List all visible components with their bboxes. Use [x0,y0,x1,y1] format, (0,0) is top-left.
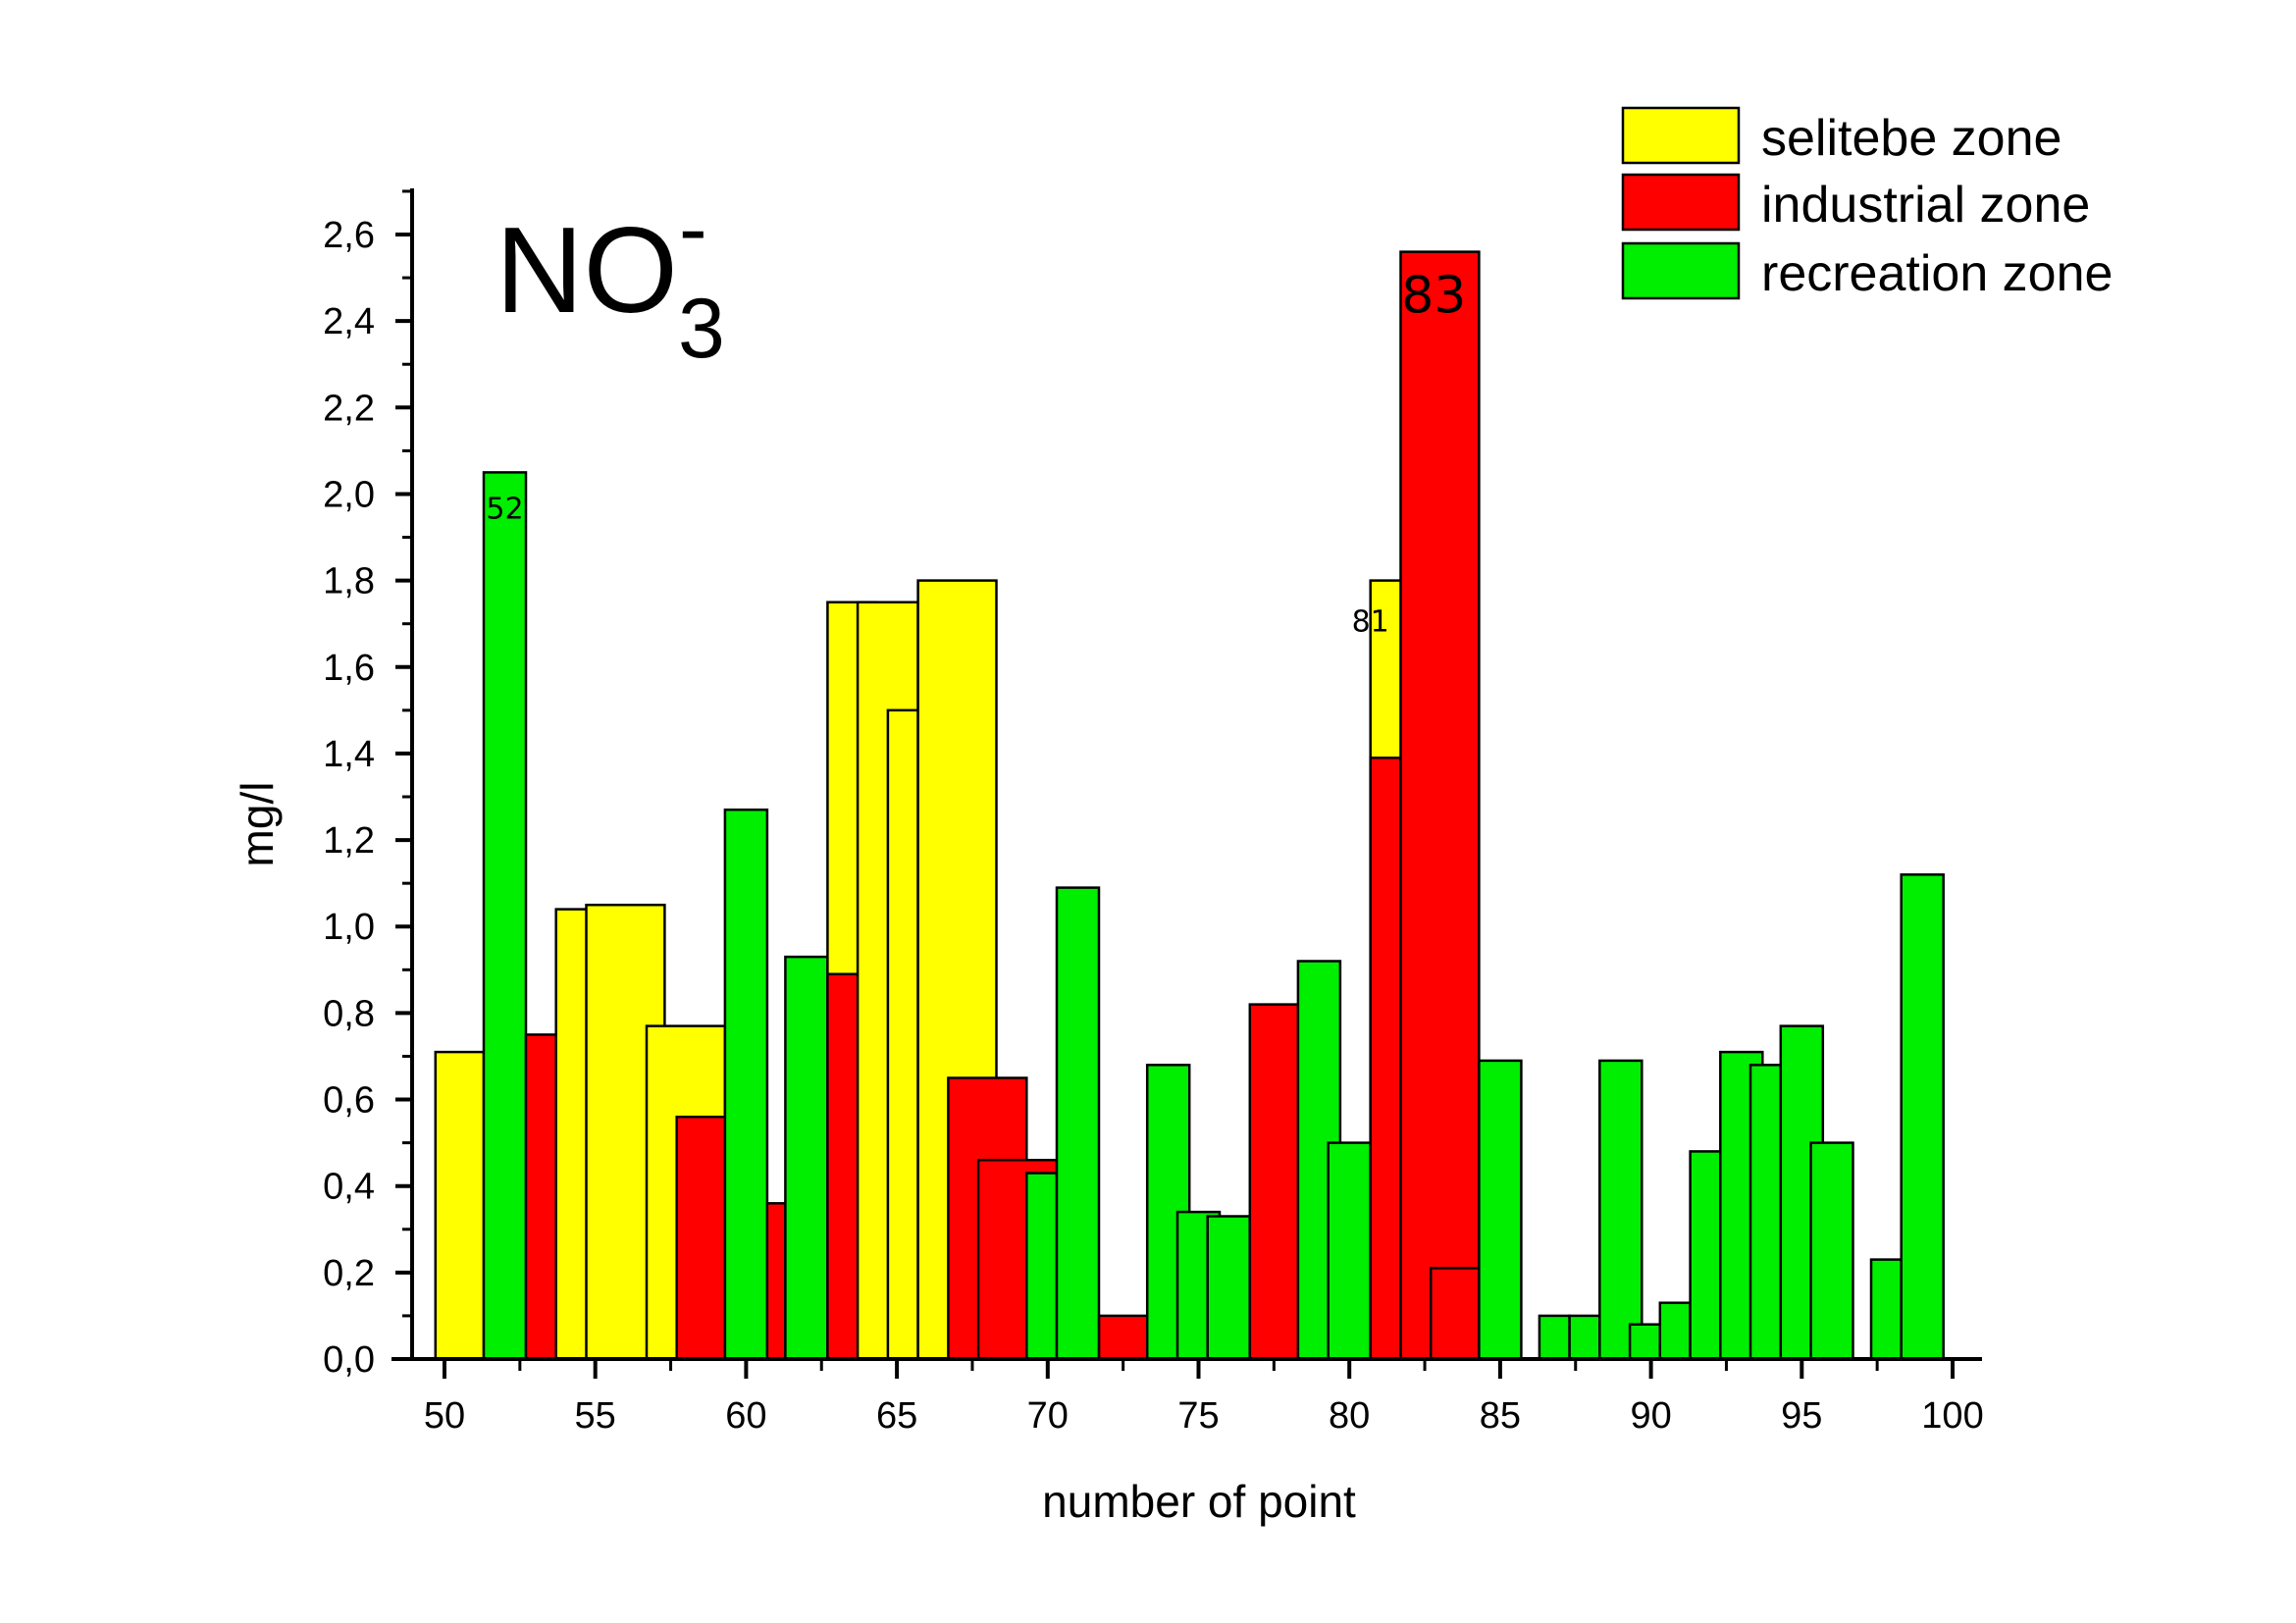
bar-recreation-12 [1568,1314,1601,1361]
chart-title: NO3- [496,182,725,376]
legend-swatch-recreation [1621,241,1741,300]
y-tick-label: 2,2 [323,388,375,429]
bar-selitebe-0 [434,1050,486,1361]
legend-swatch-selitebe [1621,106,1741,165]
legend: selitebe zone industrial zone recreation z… [1621,106,2113,302]
y-tick-label: 1,2 [323,820,375,862]
x-tick-label: 60 [725,1395,766,1437]
bar-industrial-6 [1097,1314,1149,1361]
bar-recreation-7 [1206,1215,1251,1361]
bar-recreation-22 [1900,873,1945,1361]
bar-annotations: 52 81 83 [486,267,1466,640]
bar-annotation-1: 81 [1352,604,1389,639]
bar-recreation-2 [784,955,829,1361]
y-tick-label: 0,4 [323,1167,375,1208]
y-tick-label: 2,6 [323,215,375,256]
x-tick-label: 95 [1781,1395,1822,1437]
y-tick-label: 1,6 [323,648,375,689]
bar-recreation-15 [1658,1301,1692,1361]
bar-recreation-11 [1538,1314,1571,1361]
bars-layer [434,250,1945,1361]
y-tick-label: 0,6 [323,1080,375,1122]
y-axis-title: mg/l [232,782,283,867]
bar-recreation-18 [1748,1064,1782,1361]
axes [391,188,1982,1361]
x-tick-label: 100 [1921,1395,1983,1437]
y-tick-label: 0,0 [323,1339,375,1381]
bar-industrial-10 [1429,1267,1481,1361]
legend-label-industrial: industrial zone [1761,177,2090,234]
chart-title-text: NO [496,203,678,339]
bar-recreation-9 [1327,1141,1372,1361]
legend-label-selitebe: selitebe zone [1761,110,2061,167]
legend-label-recreation: recreation zone [1761,245,2113,302]
y-tick-label: 1,0 [323,907,375,948]
x-tick-label: 85 [1480,1395,1521,1437]
y-tick-label: 2,0 [323,474,375,515]
bar-recreation-10 [1478,1059,1523,1361]
bar-selitebe-6 [886,708,919,1361]
bar-industrial-2 [765,1202,787,1361]
chart-title-superscript: - [679,182,707,276]
x-tick-label: 90 [1630,1395,1671,1437]
y-tick-label: 0,2 [323,1253,375,1294]
bar-recreation-16 [1689,1150,1722,1361]
bar-recreation-1 [723,808,769,1361]
bar-recreation-13 [1598,1059,1644,1361]
x-tick-label: 80 [1329,1395,1370,1437]
bar-recreation-14 [1628,1323,1662,1361]
bar-industrial-9 [1399,250,1481,1361]
y-tick-label: 2,4 [323,301,375,342]
x-axis-title: number of point [1042,1476,1356,1527]
bar-recreation-4 [1055,886,1101,1361]
y-tick-label: 0,8 [323,993,375,1034]
y-tick-label: 1,8 [323,561,375,602]
x-tick-label: 75 [1177,1395,1219,1437]
bar-recreation-3 [1025,1172,1059,1361]
x-tick-label: 65 [876,1395,917,1437]
ticks: 0,0 0,2 0,4 0,6 0,8 1,0 1,2 1,4 1,6 1,8 2,0 2,2 2,4 2… [323,189,1984,1437]
bar-annotation-2: 83 [1401,267,1466,326]
bar-recreation-21 [1869,1258,1903,1361]
bar-industrial-8 [1369,757,1402,1361]
bar-industrial-7 [1248,1003,1300,1361]
x-tick-label: 70 [1027,1395,1069,1437]
legend-swatch-industrial [1621,173,1741,232]
bar-recreation-20 [1809,1141,1854,1361]
bar-recreation-0 [482,471,528,1361]
y-tick-label: 1,4 [323,734,375,775]
x-tick-label: 55 [575,1395,616,1437]
x-tick-label: 50 [424,1395,465,1437]
chart-title-subscript: 3 [678,282,725,376]
bar-annotation-0: 52 [486,493,523,527]
